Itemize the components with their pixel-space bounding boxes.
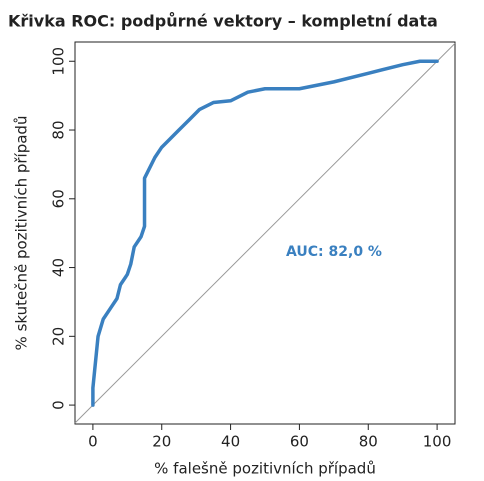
y-tick-label: 80 (50, 120, 68, 139)
roc-curve (91, 59, 439, 407)
x-tick-label: 0 (88, 433, 98, 451)
x-tick-label: 80 (359, 433, 378, 451)
auc-annotation: AUC: 82,0 % (286, 244, 382, 260)
y-axis-label: % skutečně pozitivních případů (13, 116, 31, 351)
x-tick-label: 60 (290, 433, 309, 451)
plot-frame (74, 41, 456, 425)
y-tick-label: 20 (50, 327, 68, 346)
y-tick-label: 60 (50, 189, 68, 208)
chart-title: Křivka ROC: podpůrné vektory – kompletní… (8, 12, 438, 31)
x-axis-label: % falešně pozitivních případů (154, 460, 376, 478)
x-tick-label: 40 (221, 433, 240, 451)
reference-diagonal (74, 43, 456, 424)
x-tick-label: 100 (423, 433, 452, 451)
y-tick-label: 0 (50, 400, 68, 410)
x-tick-label: 20 (152, 433, 171, 451)
y-tick-label: 100 (50, 47, 68, 76)
y-tick-label: 40 (50, 258, 68, 277)
